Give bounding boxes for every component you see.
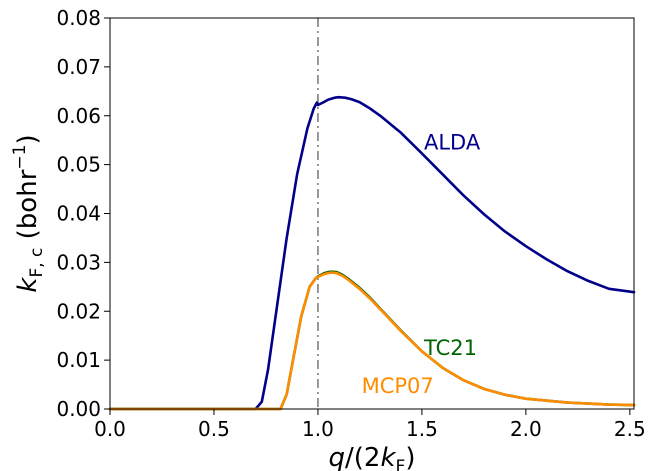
y-tick-label: 0.04 [56, 202, 101, 226]
x-axis-label: q/(2kF) [329, 443, 416, 471]
plot-frame [109, 17, 635, 410]
x-tick-label: 2.0 [510, 417, 542, 441]
y-tick-label: 0.07 [56, 55, 101, 79]
x-tick-label: 0.5 [198, 417, 230, 441]
y-tick-label: 0.01 [56, 348, 101, 372]
series-label-tc21: TC21 [423, 336, 477, 360]
x-tick-label: 1.0 [302, 417, 334, 441]
y-tick-label: 0.05 [56, 153, 101, 177]
x-tick-label: 0.0 [94, 417, 126, 441]
x-tick-label: 2.5 [614, 417, 646, 441]
series-label-mcp07: MCP07 [362, 374, 434, 398]
series-line-alda [108, 95, 636, 411]
x-tick-label: 1.5 [406, 417, 438, 441]
series-line-mcp07 [108, 271, 636, 411]
y-tick-label: 0.03 [56, 250, 101, 274]
y-tick-label: 0.02 [56, 299, 101, 323]
y-tick-label: 0.00 [56, 397, 101, 421]
y-axis-label: kF, c (bohr−1) [10, 134, 47, 292]
series-label-alda: ALDA [424, 131, 481, 155]
y-tick-label: 0.08 [56, 6, 101, 30]
y-tick-label: 0.06 [56, 104, 101, 128]
